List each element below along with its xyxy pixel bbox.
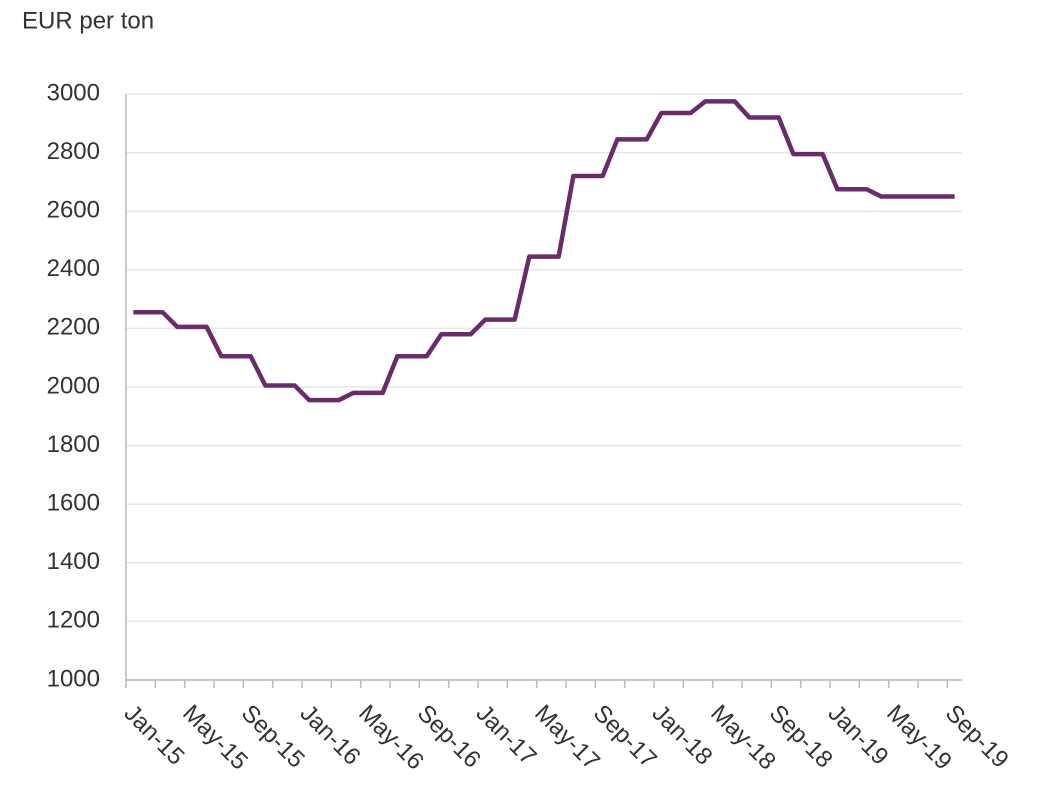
x-tick-label: May-19: [881, 700, 957, 776]
y-tick-label: 1800: [47, 431, 100, 458]
chart-title: EUR per ton: [22, 7, 154, 34]
y-tick-label: 2800: [47, 138, 100, 165]
y-tick-label: 1400: [47, 548, 100, 575]
y-tick-label: 1600: [47, 490, 100, 517]
x-tick-label: Jan-15: [119, 700, 190, 771]
x-tick-label: Sep-17: [588, 700, 662, 774]
y-tick-label: 2600: [47, 197, 100, 224]
y-tick-label: 1200: [47, 607, 100, 634]
y-tick-label: 2200: [47, 314, 100, 341]
x-tick-label: Jan-19: [823, 700, 894, 771]
y-tick-label: 2400: [47, 255, 100, 282]
x-tick-label: Sep-16: [412, 700, 486, 774]
x-tick-label: May-15: [177, 700, 253, 776]
x-tick-label: May-17: [529, 700, 605, 776]
y-tick-label: 2000: [47, 372, 100, 399]
x-tick-label: Sep-18: [764, 700, 838, 774]
x-tick-label: Sep-19: [940, 700, 1014, 774]
x-tick-label: Jan-16: [295, 700, 366, 771]
x-tick-label: Jan-17: [471, 700, 542, 771]
y-tick-label: 1000: [47, 665, 100, 692]
x-tick-label: Sep-15: [236, 700, 310, 774]
x-tick-label: Jan-18: [647, 700, 718, 771]
data-line: [133, 99, 955, 403]
x-tick-label: May-16: [353, 700, 429, 776]
y-tick-label: 3000: [47, 79, 100, 106]
x-tick-label: May-18: [705, 700, 781, 776]
